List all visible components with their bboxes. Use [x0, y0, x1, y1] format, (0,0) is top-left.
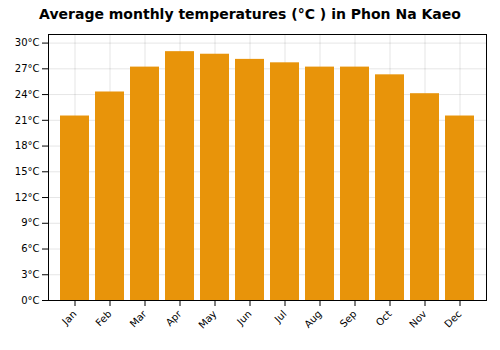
- svg-text:24°C: 24°C: [15, 89, 40, 100]
- svg-text:0°C: 0°C: [21, 295, 39, 306]
- svg-text:6°C: 6°C: [21, 243, 39, 254]
- svg-text:Jan: Jan: [59, 308, 78, 327]
- svg-text:12°C: 12°C: [15, 192, 40, 203]
- svg-text:21°C: 21°C: [15, 115, 40, 126]
- svg-text:Feb: Feb: [93, 308, 113, 328]
- svg-text:May: May: [196, 308, 218, 330]
- svg-text:Nov: Nov: [407, 308, 429, 330]
- svg-text:9°C: 9°C: [21, 217, 39, 228]
- html-text:Average monthly temperatures (: Average monthly temperatures (°C ) in Ph…: [39, 6, 461, 22]
- svg-text:Oct: Oct: [374, 308, 394, 328]
- svg-text:Jun: Jun: [234, 308, 254, 328]
- svg-text:18°C: 18°C: [15, 140, 40, 151]
- svg-text:3°C: 3°C: [21, 269, 39, 280]
- svg-text:30°C: 30°C: [15, 37, 40, 48]
- svg-text:Mar: Mar: [128, 308, 150, 330]
- svg-text:Dec: Dec: [442, 308, 463, 329]
- svg-text:Sep: Sep: [338, 308, 359, 329]
- svg-text:Aug: Aug: [302, 308, 324, 330]
- svg-text:27°C: 27°C: [15, 63, 40, 74]
- svg-text:Jul: Jul: [272, 308, 289, 325]
- svg-text:15°C: 15°C: [15, 166, 40, 177]
- svg-text:Apr: Apr: [164, 308, 185, 329]
